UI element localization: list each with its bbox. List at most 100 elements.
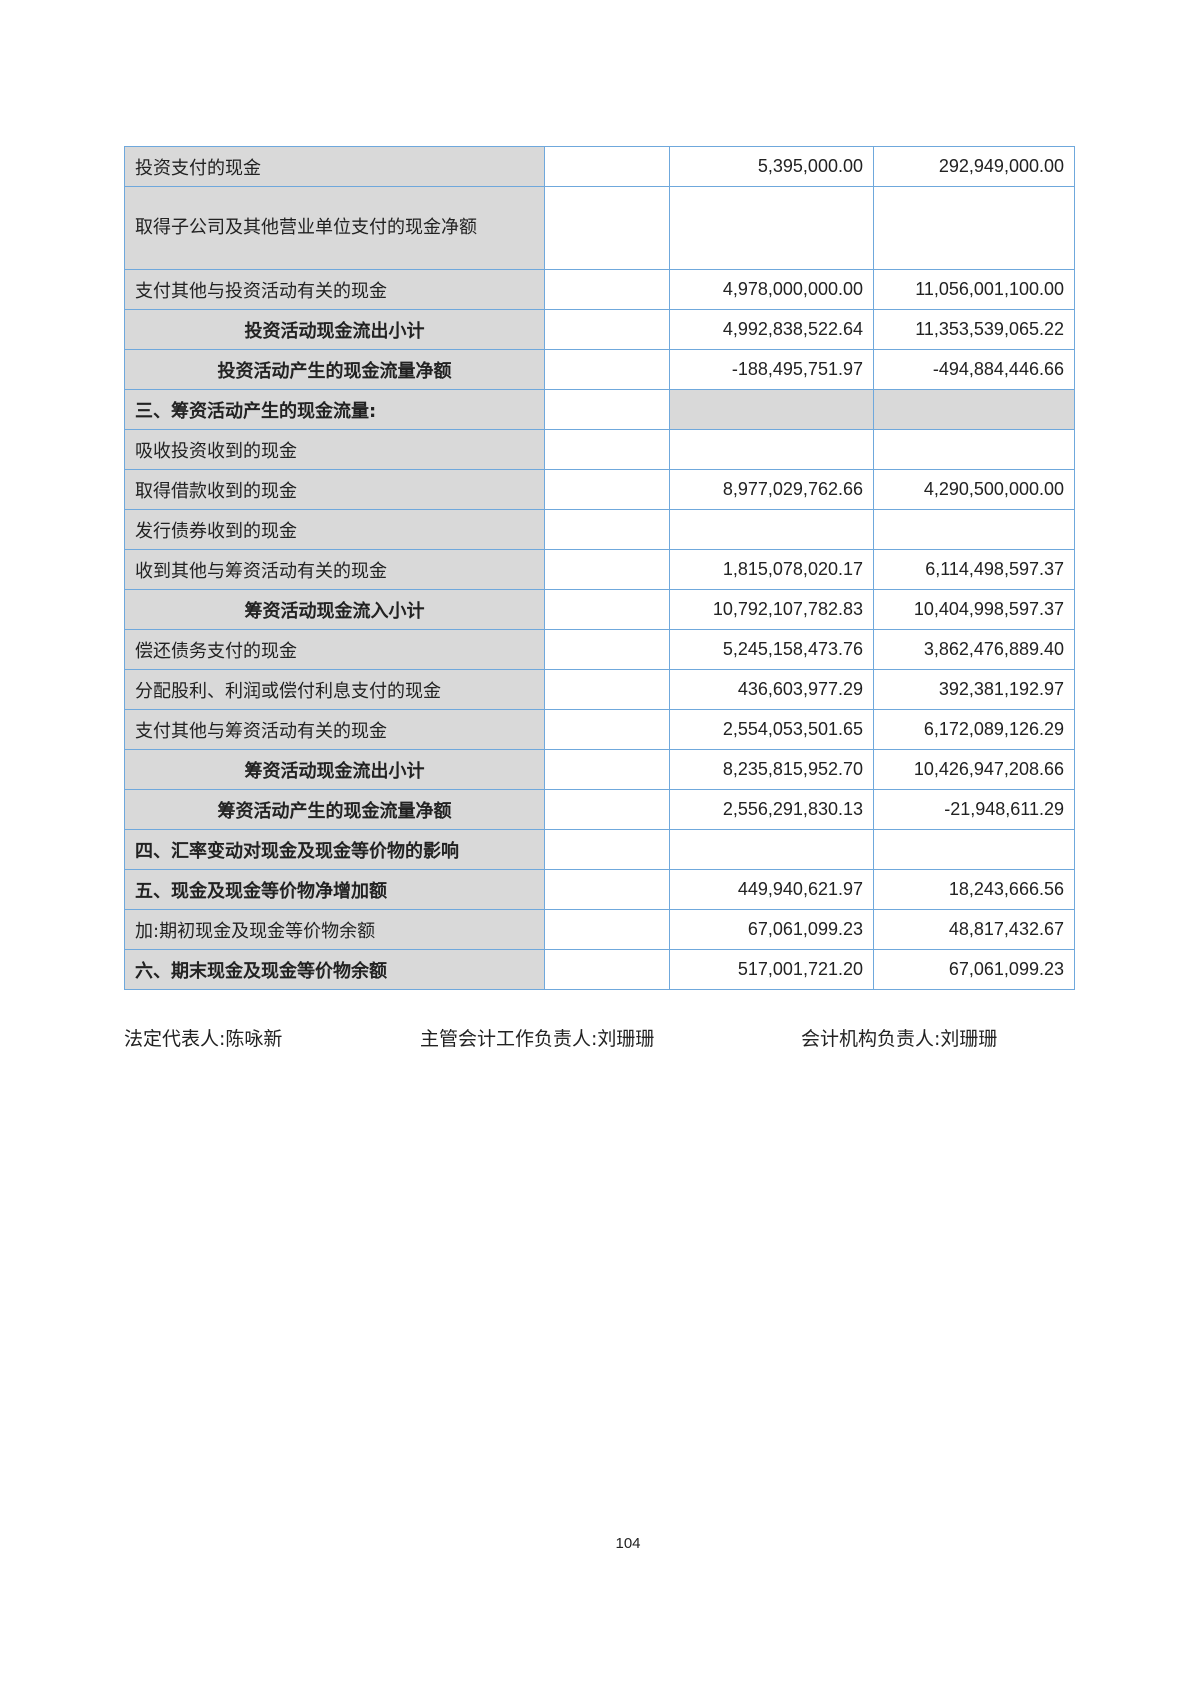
note-cell	[544, 309, 670, 350]
current-period-value: 10,792,107,782.83	[669, 589, 874, 630]
note-cell	[544, 789, 670, 830]
row-label: 筹资活动产生的现金流量净额	[124, 789, 545, 830]
current-period-value: 8,977,029,762.66	[669, 469, 874, 510]
table-row: 筹资活动现金流入小计 10,792,107,782.83 10,404,998,59…	[124, 589, 1075, 630]
current-period-value: 5,245,158,473.76	[669, 629, 874, 670]
row-label: 支付其他与筹资活动有关的现金	[124, 709, 545, 750]
table-row: 分配股利、利润或偿付利息支付的现金 436,603,977.29 392,381,1…	[124, 669, 1075, 710]
table-row: 投资支付的现金 5,395,000.00 292,949,000.00	[124, 146, 1075, 187]
row-label: 投资活动产生的现金流量净额	[124, 349, 545, 390]
current-period-value: 67,061,099.23	[669, 909, 874, 950]
current-period-value	[669, 186, 874, 270]
note-cell	[544, 549, 670, 590]
prior-period-value: 18,243,666.56	[873, 869, 1075, 910]
row-label: 发行债券收到的现金	[124, 509, 545, 550]
prior-period-value	[873, 829, 1075, 870]
table-row: 取得子公司及其他营业单位支付的现金净额	[124, 186, 1075, 270]
prior-period-value: -21,948,611.29	[873, 789, 1075, 830]
prior-period-value: -494,884,446.66	[873, 349, 1075, 390]
prior-period-value	[873, 509, 1075, 550]
current-period-value	[669, 509, 874, 550]
table-row: 三、筹资活动产生的现金流量:	[124, 389, 1075, 430]
accounting-dept-head: 会计机构负责人:刘珊珊	[801, 1028, 998, 1050]
prior-period-value: 10,404,998,597.37	[873, 589, 1075, 630]
prior-period-value: 3,862,476,889.40	[873, 629, 1075, 670]
row-label: 吸收投资收到的现金	[124, 429, 545, 470]
table-row: 投资活动现金流出小计 4,992,838,522.64 11,353,539,065…	[124, 309, 1075, 350]
table-row: 支付其他与投资活动有关的现金 4,978,000,000.00 11,056,001…	[124, 269, 1075, 310]
current-period-value	[669, 429, 874, 470]
note-cell	[544, 349, 670, 390]
current-period-value: 4,978,000,000.00	[669, 269, 874, 310]
note-cell	[544, 469, 670, 510]
row-label: 偿还债务支付的现金	[124, 629, 545, 670]
note-cell	[544, 749, 670, 790]
table-row: 发行债券收到的现金	[124, 509, 1075, 550]
current-period-value: 5,395,000.00	[669, 146, 874, 187]
current-period-value: -188,495,751.97	[669, 349, 874, 390]
row-label: 加:期初现金及现金等价物余额	[124, 909, 545, 950]
table-row: 五、现金及现金等价物净增加额 449,940,621.97 18,243,666.5…	[124, 869, 1075, 910]
table-row: 吸收投资收到的现金	[124, 429, 1075, 470]
row-label: 五、现金及现金等价物净增加额	[124, 869, 545, 910]
prior-period-value: 292,949,000.00	[873, 146, 1075, 187]
note-cell	[544, 709, 670, 750]
current-period-value	[669, 829, 874, 870]
row-label: 筹资活动现金流出小计	[124, 749, 545, 790]
prior-period-value	[873, 389, 1075, 430]
row-label: 投资活动现金流出小计	[124, 309, 545, 350]
table-row: 六、期末现金及现金等价物余额 517,001,721.20 67,061,099.2…	[124, 949, 1075, 990]
current-period-value: 449,940,621.97	[669, 869, 874, 910]
current-period-value: 8,235,815,952.70	[669, 749, 874, 790]
row-label: 支付其他与投资活动有关的现金	[124, 269, 545, 310]
table-row: 取得借款收到的现金 8,977,029,762.66 4,290,500,000.0…	[124, 469, 1075, 510]
note-cell	[544, 589, 670, 630]
table-row: 四、汇率变动对现金及现金等价物的影响	[124, 829, 1075, 870]
prior-period-value: 4,290,500,000.00	[873, 469, 1075, 510]
note-cell	[544, 829, 670, 870]
row-label: 分配股利、利润或偿付利息支付的现金	[124, 669, 545, 710]
prior-period-value: 11,353,539,065.22	[873, 309, 1075, 350]
prior-period-value: 392,381,192.97	[873, 669, 1075, 710]
table-row: 加:期初现金及现金等价物余额 67,061,099.23 48,817,432.67	[124, 909, 1075, 950]
table-row: 筹资活动产生的现金流量净额 2,556,291,830.13 -21,948,611…	[124, 789, 1075, 830]
row-label: 收到其他与筹资活动有关的现金	[124, 549, 545, 590]
table-row: 收到其他与筹资活动有关的现金 1,815,078,020.17 6,114,498,…	[124, 549, 1075, 590]
prior-period-value	[873, 429, 1075, 470]
table-row: 投资活动产生的现金流量净额 -188,495,751.97 -494,884,446…	[124, 349, 1075, 390]
current-period-value: 2,554,053,501.65	[669, 709, 874, 750]
note-cell	[544, 509, 670, 550]
current-period-value: 436,603,977.29	[669, 669, 874, 710]
note-cell	[544, 949, 670, 990]
cash-flow-table: 投资支付的现金 5,395,000.00 292,949,000.00 取得子公司及其…	[124, 146, 1075, 990]
row-label: 筹资活动现金流入小计	[124, 589, 545, 630]
prior-period-value: 67,061,099.23	[873, 949, 1075, 990]
prior-period-value: 6,114,498,597.37	[873, 549, 1075, 590]
row-label: 六、期末现金及现金等价物余额	[124, 949, 545, 990]
note-cell	[544, 429, 670, 470]
note-cell	[544, 909, 670, 950]
note-cell	[544, 669, 670, 710]
current-period-value: 517,001,721.20	[669, 949, 874, 990]
note-cell	[544, 186, 670, 270]
current-period-value: 1,815,078,020.17	[669, 549, 874, 590]
accounting-head: 主管会计工作负责人:刘珊珊	[420, 1028, 655, 1050]
row-label: 取得借款收到的现金	[124, 469, 545, 510]
table-row: 偿还债务支付的现金 5,245,158,473.76 3,862,476,889.4…	[124, 629, 1075, 670]
row-label: 四、汇率变动对现金及现金等价物的影响	[124, 829, 545, 870]
table-row: 支付其他与筹资活动有关的现金 2,554,053,501.65 6,172,089,…	[124, 709, 1075, 750]
note-cell	[544, 146, 670, 187]
legal-representative: 法定代表人:陈咏新	[124, 1028, 283, 1050]
page-number: 104	[615, 1535, 641, 1552]
row-label: 投资支付的现金	[124, 146, 545, 187]
note-cell	[544, 869, 670, 910]
note-cell	[544, 389, 670, 430]
row-label: 三、筹资活动产生的现金流量:	[124, 389, 545, 430]
note-cell	[544, 629, 670, 670]
prior-period-value: 10,426,947,208.66	[873, 749, 1075, 790]
current-period-value: 2,556,291,830.13	[669, 789, 874, 830]
prior-period-value: 6,172,089,126.29	[873, 709, 1075, 750]
current-period-value	[669, 389, 874, 430]
prior-period-value	[873, 186, 1075, 270]
prior-period-value: 11,056,001,100.00	[873, 269, 1075, 310]
